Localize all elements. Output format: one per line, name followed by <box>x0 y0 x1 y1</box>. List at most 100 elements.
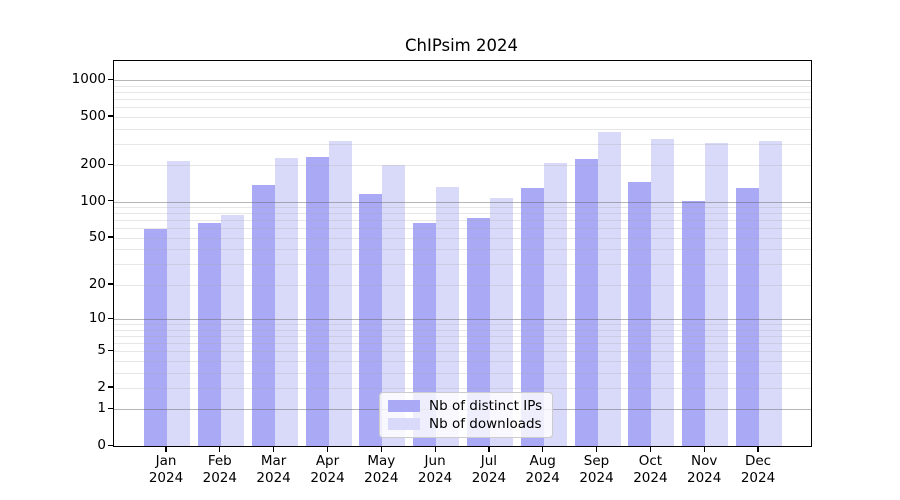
x-label-year: 2024 <box>202 470 237 486</box>
x-tick-mark <box>219 446 221 452</box>
x-axis-tick-label: Apr 2024 <box>298 453 358 487</box>
x-label-month: Mar <box>260 453 287 469</box>
x-label-month: Nov <box>691 453 718 469</box>
x-label-month: Dec <box>744 453 772 469</box>
x-tick-mark <box>434 446 436 452</box>
x-tick-mark <box>380 446 382 452</box>
y-tick-mark <box>108 115 113 117</box>
y-axis-tick-label: 10 <box>88 310 106 327</box>
x-label-year: 2024 <box>148 470 184 486</box>
x-tick-mark <box>649 446 652 452</box>
x-label-year: 2024 <box>310 470 345 486</box>
minor-gridline <box>114 387 811 389</box>
x-label-month: Jul <box>480 453 498 469</box>
y-axis-tick-label: 50 <box>88 228 106 245</box>
y-axis-tick-label: 20 <box>88 275 106 292</box>
x-axis-tick-label: Mar 2024 <box>244 453 304 487</box>
x-label-year: 2024 <box>633 470 668 486</box>
bar-distinct-ips-mar <box>251 184 275 446</box>
minor-gridline <box>114 249 811 251</box>
x-label-year: 2024 <box>740 470 776 486</box>
bar-distinct-ips-dec <box>736 187 759 446</box>
bar-downloads-mar <box>274 157 298 446</box>
plot-area: Nb of distinct IPs Nb of downloads <box>113 60 812 447</box>
y-tick-mark <box>108 200 113 202</box>
minor-gridline <box>114 329 811 331</box>
legend-label-distinct-ips: Nb of distinct IPs <box>429 398 543 414</box>
x-label-year: 2024 <box>364 470 399 486</box>
minor-gridline <box>114 99 811 101</box>
bar-downloads-jun <box>436 187 460 446</box>
minor-gridline <box>114 220 811 222</box>
bar-downloads-apr <box>328 141 352 446</box>
legend-item-downloads: Nb of downloads <box>388 416 542 432</box>
x-label-month: Sep <box>583 453 610 469</box>
x-label-month: May <box>367 453 396 469</box>
minor-gridline <box>114 372 811 374</box>
x-axis-tick-label: Jul 2024 <box>459 453 519 487</box>
bar-downloads-feb <box>220 215 244 446</box>
bar-distinct-ips-nov <box>682 200 706 446</box>
y-tick-mark <box>108 349 113 351</box>
x-axis-tick-label: Jan 2024 <box>136 453 196 487</box>
y-axis-tick-label: 0 <box>97 437 106 453</box>
minor-gridline <box>114 324 811 326</box>
x-label-month: Apr <box>315 453 340 469</box>
y-tick-mark <box>108 283 113 285</box>
legend-swatch-distinct-ips <box>388 400 420 412</box>
bar-distinct-ips-jun <box>413 223 437 446</box>
legend-swatch-downloads <box>388 418 420 430</box>
x-label-month: Jun <box>424 453 446 469</box>
minor-gridline <box>114 207 811 209</box>
x-tick-mark <box>542 446 544 452</box>
minor-gridline <box>114 116 811 118</box>
x-label-year: 2024 <box>417 470 453 486</box>
y-tick-mark <box>108 444 113 446</box>
x-label-month: Aug <box>529 453 556 469</box>
y-tick-mark <box>108 317 113 319</box>
bar-distinct-ips-may <box>359 193 383 446</box>
x-label-year: 2024 <box>525 470 560 486</box>
minor-gridline <box>114 237 811 239</box>
bar-distinct-ips-oct <box>628 182 652 446</box>
x-label-month: Oct <box>638 453 663 469</box>
x-axis-tick-label: Feb 2024 <box>190 453 250 487</box>
minor-gridline <box>114 351 811 353</box>
y-axis-tick-label: 500 <box>80 107 106 124</box>
y-axis-tick-label: 100 <box>80 192 106 209</box>
minor-gridline <box>114 143 811 145</box>
minor-gridline <box>114 92 811 94</box>
y-tick-mark <box>108 236 113 238</box>
bar-distinct-ips-feb <box>197 223 221 446</box>
minor-gridline <box>114 228 811 230</box>
y-axis-tick-label: 1000 <box>71 71 106 88</box>
x-tick-mark <box>703 446 705 452</box>
bar-downloads-jan <box>167 161 190 446</box>
bar-downloads-dec <box>759 140 782 446</box>
bar-downloads-jul <box>489 197 513 446</box>
y-axis-tick-label: 5 <box>97 342 106 359</box>
minor-gridline <box>114 128 811 130</box>
y-tick-mark <box>108 78 113 81</box>
legend: Nb of distinct IPs Nb of downloads <box>379 392 554 438</box>
x-axis-tick-label: Dec 2024 <box>728 453 788 487</box>
bar-downloads-nov <box>705 143 729 446</box>
chart-title: ChIPsim 2024 <box>405 36 518 55</box>
major-gridline <box>114 201 811 203</box>
x-axis-tick-label: Sep 2024 <box>567 453 627 487</box>
x-label-year: 2024 <box>687 470 722 486</box>
x-axis-tick-label: Oct 2024 <box>620 453 680 487</box>
minor-gridline <box>114 85 811 87</box>
minor-gridline <box>114 213 811 215</box>
major-gridline <box>114 80 811 82</box>
y-axis-tick-label: 2 <box>97 378 106 395</box>
bar-distinct-ips-jan <box>144 229 167 446</box>
x-axis-tick-label: Aug 2024 <box>513 453 573 487</box>
y-tick-mark <box>108 386 113 388</box>
x-label-year: 2024 <box>471 470 507 486</box>
x-label-year: 2024 <box>579 470 614 486</box>
bar-distinct-ips-apr <box>305 157 329 446</box>
bar-downloads-may <box>382 165 406 446</box>
y-tick-mark <box>108 407 113 410</box>
